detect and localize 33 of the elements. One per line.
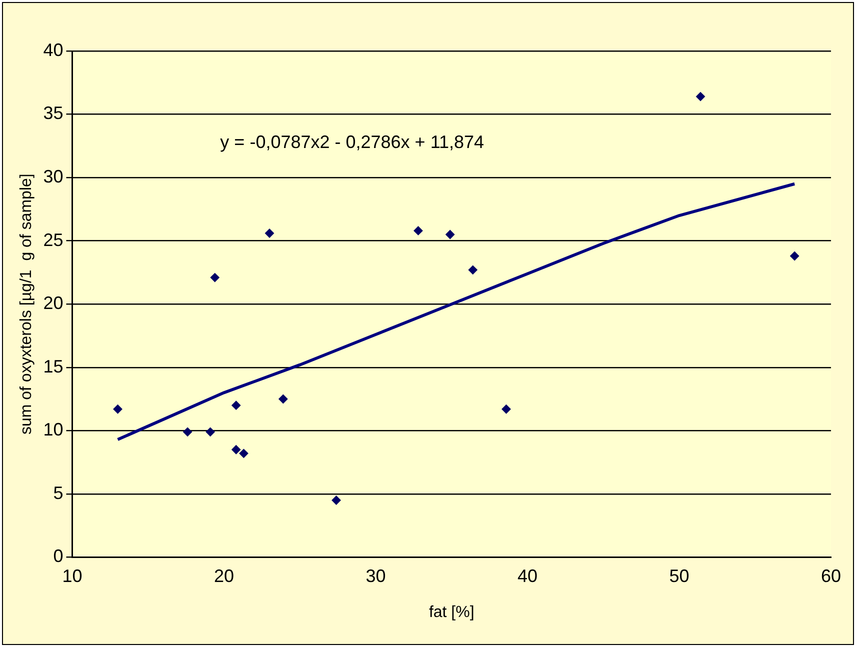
point [232, 445, 241, 454]
x-tick-label: 40 [517, 566, 538, 586]
y-tick-label: 10 [43, 420, 64, 440]
point [278, 394, 288, 404]
point [232, 400, 241, 410]
annotation: y = -0,0787x2 - 0,2786x + 11,874 [220, 132, 484, 152]
y-tick-label: 0 [53, 546, 64, 566]
x-tick-label: 50 [669, 566, 690, 586]
point [790, 252, 800, 261]
x-tick-label: 30 [366, 566, 386, 586]
point [113, 404, 122, 414]
point [183, 427, 192, 436]
point [210, 273, 220, 282]
point [502, 404, 511, 414]
x-tick-label: 20 [214, 566, 234, 586]
y-tick-label: 40 [43, 40, 64, 60]
y-tick-label: 5 [53, 482, 64, 503]
y-axis-title: sum of oxyxterols [µg/1 g of sample] [18, 174, 36, 435]
y-tick-label: 15 [43, 356, 64, 376]
y-tick-label: 35 [43, 103, 64, 124]
x-axis-title: fat [%] [428, 604, 474, 621]
point [414, 226, 423, 236]
point [239, 448, 248, 458]
point [696, 92, 705, 102]
x-tick-label: 60 [820, 566, 842, 586]
point [265, 228, 274, 238]
point [332, 496, 341, 505]
y-tick-label: 25 [43, 230, 64, 250]
point [468, 265, 478, 274]
y-tick-label: 30 [43, 166, 64, 187]
point [446, 230, 455, 239]
y-tick-label: 20 [43, 293, 64, 314]
point [206, 427, 215, 436]
